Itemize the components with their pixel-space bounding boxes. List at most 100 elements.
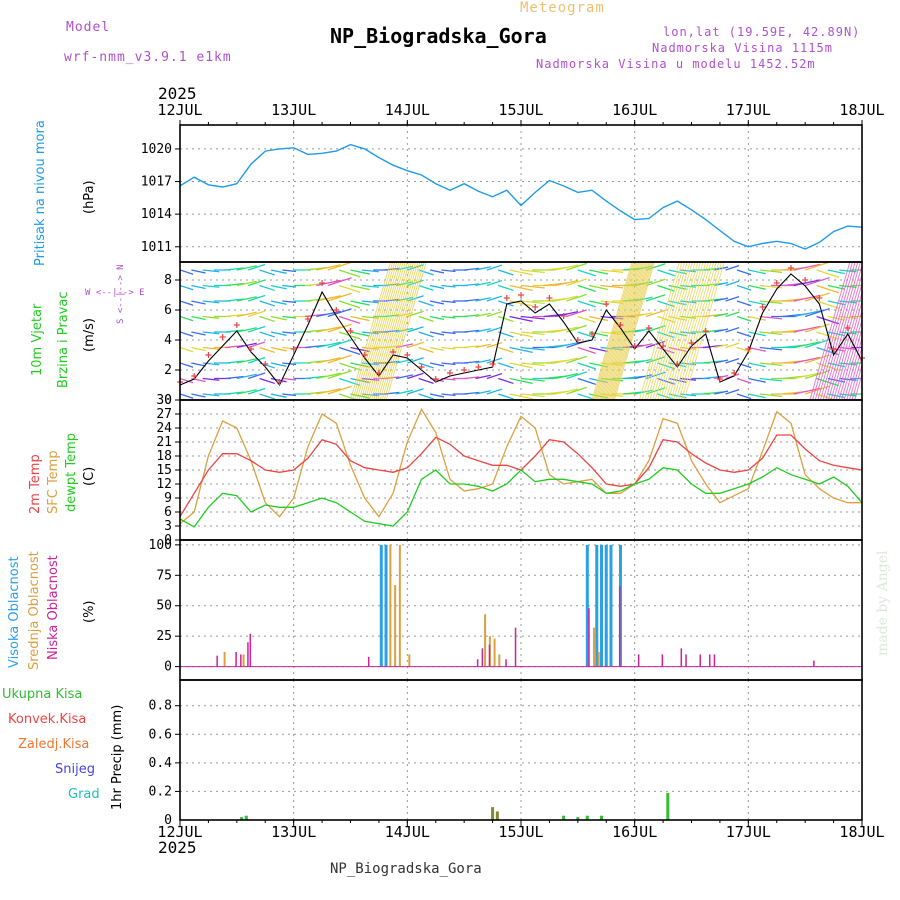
wind-hatch [678, 262, 720, 400]
wind-gust-marker [276, 379, 283, 385]
wind-barb [180, 284, 194, 291]
wind-barb [441, 362, 456, 366]
wind-barb [441, 315, 456, 319]
cloud-bar [408, 654, 411, 667]
wind-barb [509, 300, 533, 307]
cloud-bar [609, 544, 613, 667]
wind-barb [736, 331, 752, 338]
wind-hatch [591, 262, 633, 400]
wind-barb [645, 294, 666, 302]
wind-barb [407, 310, 424, 318]
wind-barb [680, 362, 697, 366]
wind-barb [429, 346, 445, 352]
wind-hatch [654, 262, 696, 400]
wind-barb [407, 388, 424, 395]
wind-barb [270, 269, 287, 274]
wind-barb [566, 293, 587, 302]
wind-barb [520, 315, 545, 320]
wind-hatch [646, 262, 688, 400]
cloud-bar [476, 659, 479, 667]
wind-hatch [846, 345, 862, 400]
wind-gust-marker [205, 352, 212, 358]
precip-bar [240, 817, 244, 820]
wind-barb [566, 386, 587, 395]
y-tick-label: 1020 [141, 142, 172, 157]
cloud-bar [242, 654, 245, 667]
wind-hatch [652, 262, 694, 400]
wind-barb [486, 372, 503, 380]
wind-barb [338, 362, 361, 371]
wind-barb [566, 309, 587, 318]
wind-barb [429, 269, 445, 274]
y-tick-label: 100 [149, 538, 172, 553]
wind-hatch [364, 262, 406, 400]
wind-barb [736, 377, 752, 384]
precip-total-label: Ukupna Kisa [2, 687, 83, 702]
cloud-bar [216, 655, 218, 667]
wind-hatch [596, 262, 638, 400]
wind-hatch [350, 262, 391, 400]
wind-barb [600, 284, 624, 289]
cloud-bar [488, 644, 491, 667]
y-tick-label: 0.2 [149, 784, 172, 799]
wind-barb [464, 376, 480, 380]
wind-barb [464, 391, 480, 395]
wind-barb [554, 264, 579, 271]
wind-gust-marker [688, 340, 695, 346]
wind-barb [657, 284, 675, 292]
wind-barb [804, 262, 830, 271]
wind-gust-marker [716, 376, 723, 382]
wind-barb [657, 315, 675, 323]
wind-hatch [851, 363, 862, 400]
wind-barb [714, 328, 729, 333]
wind-barb [464, 298, 480, 302]
wind-gust-marker [787, 265, 794, 271]
wind-barb [464, 267, 480, 271]
precip-bar [666, 792, 670, 820]
wind-barb [554, 388, 579, 395]
wind-barb [804, 292, 830, 302]
wind-barb [236, 327, 257, 333]
wind-gust-marker [546, 295, 553, 301]
wind-barb [577, 269, 596, 277]
wind-gust-marker [446, 370, 453, 376]
wind-barb [361, 284, 379, 288]
wind-barb [554, 326, 579, 333]
x-tick-label-top: 13JUL [271, 101, 316, 119]
wind-barb [236, 358, 257, 364]
wind-barb [202, 315, 220, 319]
wind-barb [202, 377, 220, 381]
wind-barb [338, 284, 361, 293]
wind-barb [418, 362, 434, 369]
wind-gust-marker [674, 361, 681, 367]
wind-barb [180, 300, 194, 306]
wind-barb [429, 284, 445, 290]
wind-barb [475, 266, 491, 271]
wind-barb [464, 314, 480, 318]
wind-barb [247, 325, 266, 333]
wind-barb [577, 377, 596, 385]
wind-hatch [812, 262, 854, 400]
wind-barb [816, 393, 838, 400]
wind-barb [180, 269, 194, 275]
wind-barb [282, 315, 297, 319]
y-tick-label: 25 [156, 629, 172, 644]
temp-2m-line [179, 434, 863, 518]
wind-barb [350, 315, 370, 322]
wind-barb [316, 264, 341, 271]
wind-barb [498, 362, 514, 369]
altitude-label: Nadmorska Visina 1115m [652, 41, 833, 55]
wind-gust-marker [219, 334, 226, 340]
wind-barb [566, 355, 587, 364]
cloud-bar [240, 654, 242, 667]
wind-barb [725, 280, 740, 287]
wind-barb [429, 315, 445, 321]
x-tick-label-bottom: 13JUL [271, 823, 316, 841]
wind-hatch [383, 262, 425, 400]
y-tick-label: 0 [164, 813, 172, 828]
wind-barb [441, 269, 456, 273]
precip-bar [495, 811, 499, 820]
wind-barb [180, 377, 194, 384]
wind-barb [418, 284, 434, 291]
wind-barb [361, 269, 379, 273]
